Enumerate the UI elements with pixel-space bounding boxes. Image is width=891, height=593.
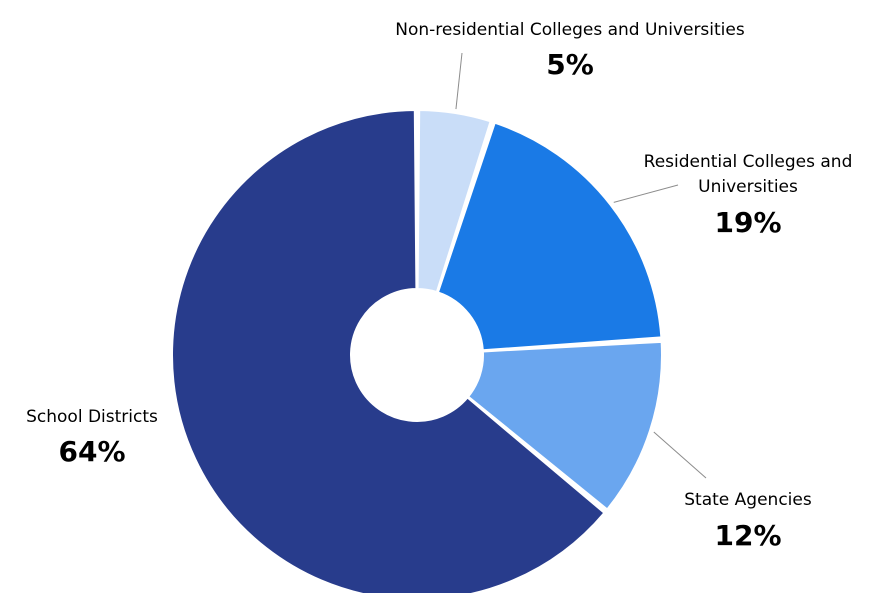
- slice-name-non-residential: Non-residential Colleges and Universitie…: [395, 20, 745, 40]
- slice-non-residential: [416, 109, 492, 294]
- leader-line-residential: [613, 184, 679, 203]
- slice-label-state-agencies: State Agencies 12%: [684, 490, 812, 552]
- slice-value-state-agencies: 12%: [714, 519, 781, 552]
- slice-name-state-agencies: State Agencies: [684, 490, 812, 510]
- slice-label-non-residential: Non-residential Colleges and Universitie…: [395, 20, 745, 81]
- slice-value-school-districts: 64%: [58, 435, 125, 468]
- slice-residential: [436, 121, 663, 352]
- leader-line-state-agencies: [653, 431, 707, 479]
- slice-label-residential: Residential Colleges and Universities 19…: [644, 152, 853, 239]
- slice-name-residential-line1: Residential Colleges and: [644, 152, 853, 172]
- slice-name-residential-line2: Universities: [698, 177, 798, 197]
- slice-value-residential: 19%: [714, 206, 781, 239]
- slices-group: [171, 108, 663, 593]
- slice-value-non-residential: 5%: [546, 48, 594, 81]
- slice-label-school-districts: School Districts 64%: [26, 407, 158, 468]
- slice-school-districts: [171, 108, 606, 593]
- leader-lines-group: [455, 52, 707, 479]
- leader-line-non-residential: [455, 52, 463, 110]
- slice-name-school-districts: School Districts: [26, 407, 158, 427]
- slice-state-agencies: [466, 340, 663, 511]
